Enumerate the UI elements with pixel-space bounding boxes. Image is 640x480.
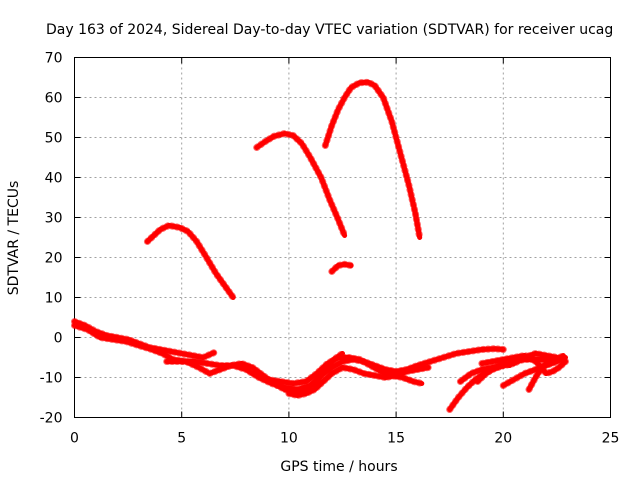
y-tick-label: -10 [40,371,63,387]
y-tick-label: 10 [45,291,63,307]
y-tick-label: 0 [54,331,63,347]
series-line-arc-2 [254,131,348,238]
x-tick-label: 5 [177,431,186,447]
chart-title: Day 163 of 2024, Sidereal Day-to-day VTE… [46,22,613,38]
series-line-arc-9-core [285,364,432,399]
series-line-arc-4-core [321,78,424,241]
axis-ticks: 0 5 10 15 20 25 -20 -10 0 10 20 30 40 50 60 70 [40,51,620,447]
x-tick-label: 10 [280,431,298,447]
y-tick-label: -20 [40,411,63,427]
series-line-arc-3-core [328,260,355,275]
series-line-arc-14-core [525,354,567,393]
series-line-arc-5 [72,319,217,360]
series-line-arc-12-core [478,352,569,377]
x-tick-label: 0 [70,431,79,447]
series-line-arc-1-core [143,222,237,301]
series-line-arc-11-core [456,350,567,385]
series-line-arc-15-core [474,360,514,385]
series-line-arc-2-core [253,130,349,239]
y-tick-label: 60 [45,91,63,107]
plot-frame [74,57,611,418]
data-series [71,78,569,413]
y-tick-label: 30 [45,211,63,227]
x-tick-label: 25 [602,431,620,447]
y-tick-label: 50 [45,131,63,147]
series-line-arc-7-core [163,345,507,393]
y-axis-label: SDTVAR / TECUs [6,181,22,296]
x-tick-label: 15 [387,431,405,447]
x-tick-label: 20 [494,431,512,447]
series-line-arc-5-core [71,318,218,361]
y-tick-label: 40 [45,171,63,187]
y-tick-label: 20 [45,251,63,267]
x-axis-label: GPS time / hours [280,459,397,475]
y-tick-label: 70 [45,51,63,67]
